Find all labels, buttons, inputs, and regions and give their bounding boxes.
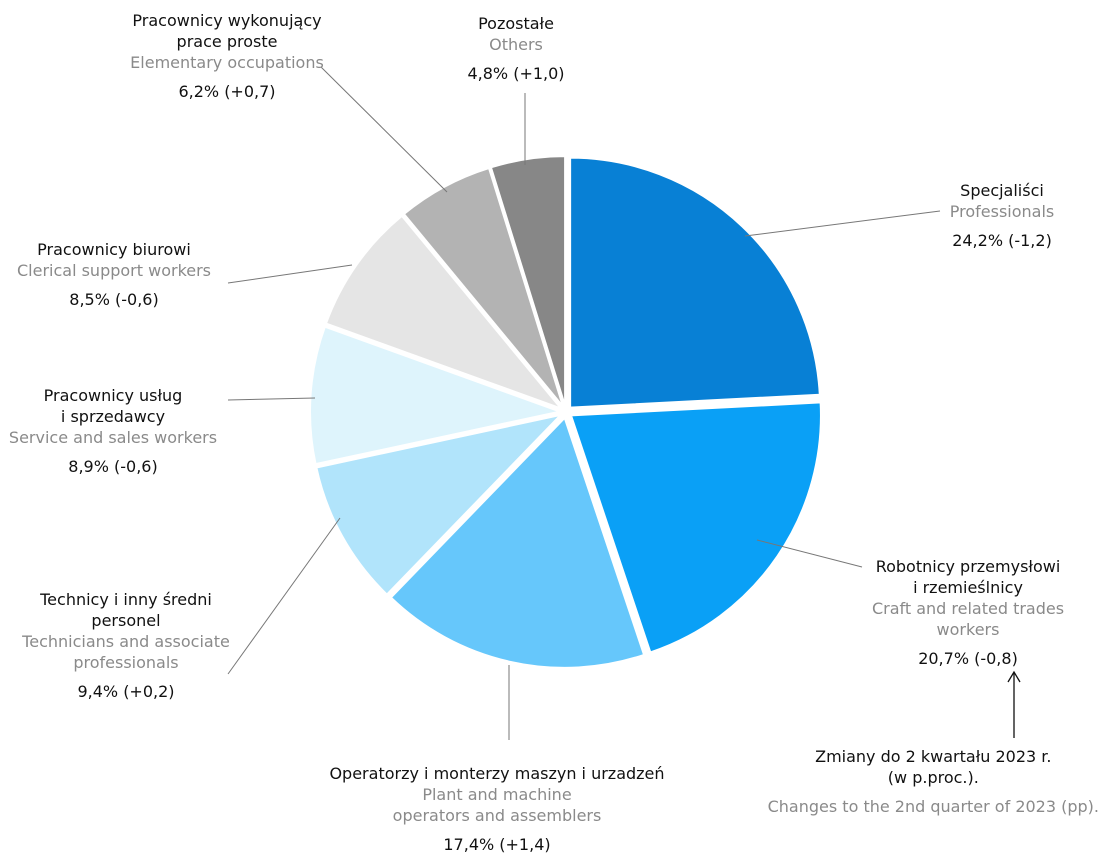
label-pozostale-pl: Pozostałe (478, 14, 554, 33)
label-biurowi-en: Clerical support workers (16, 261, 212, 280)
changes-note-en: Changes to the 2nd quarter of 2023 (pp). (767, 797, 1099, 816)
label-technicy: Technicy i inny średni personel Technici… (22, 589, 230, 702)
label-proste-pl-2: prace proste (176, 32, 278, 51)
label-operatorzy-en-1: Plant and machine (422, 785, 572, 804)
label-specjalisci-en: Professionals (949, 202, 1055, 221)
leader-line-technicy (227, 517, 341, 675)
label-proste-pl-1: Pracownicy wykonujący (132, 11, 322, 30)
label-uslugi-en: Service and sales workers (8, 428, 218, 447)
label-robotnicy-en-1: Craft and related trades (871, 599, 1065, 618)
label-biurowi-pl: Pracownicy biurowi (37, 240, 191, 259)
pie-slice-technicy (315, 413, 564, 596)
label-specjalisci-pl: Specjaliści (960, 181, 1044, 200)
label-robotnicy-pl-2: i rzemieślnicy (913, 578, 1023, 597)
leader-lines (227, 66, 941, 740)
label-operatorzy-en-2: operators and assemblers (392, 806, 602, 825)
label-operatorzy: Operatorzy i monterzy maszyn i urzadzeń … (329, 763, 664, 855)
label-uslugi-pl-1: Pracownicy usług (43, 386, 183, 405)
label-technicy-pl-2: personel (91, 611, 161, 630)
label-technicy-pl-1: Technicy i inny średni (40, 590, 212, 609)
label-proste-en: Elementary occupations (130, 53, 324, 72)
changes-note-pl-2: (w p.proc.). (887, 768, 979, 787)
leader-line-proste (320, 66, 448, 193)
pie-slices (309, 155, 822, 669)
pie-slice-robotnicy (569, 401, 822, 654)
changes-note: Zmiany do 2 kwartału 2023 r. (w p.proc.)… (768, 746, 1099, 817)
label-pozostale-value: 4,8% (+1,0) (467, 64, 565, 83)
label-uslugi-value: 8,9% (-0,6) (68, 457, 158, 476)
label-specjalisci-value: 24,2% (-1,2) (952, 231, 1052, 250)
label-robotnicy-value: 20,7% (-0,8) (918, 649, 1018, 668)
label-robotnicy: Robotnicy przemysłowi i rzemieślnicy Cra… (872, 556, 1064, 669)
label-robotnicy-en-2: workers (936, 620, 1000, 639)
changes-arrow (1007, 670, 1021, 738)
label-technicy-en-2: professionals (73, 653, 179, 672)
pie-slice-pozostale (489, 155, 567, 407)
label-technicy-value: 9,4% (+0,2) (77, 682, 175, 701)
label-biurowi: Pracownicy biurowi Clerical support work… (17, 239, 211, 310)
label-robotnicy-pl-1: Robotnicy przemysłowi (875, 557, 1061, 576)
label-proste: Pracownicy wykonujący prace proste Eleme… (130, 10, 324, 102)
pie-slice-specjalisci (569, 156, 821, 409)
pie-slice-biurowi (324, 214, 565, 411)
label-proste-value: 6,2% (+0,7) (178, 82, 276, 101)
pie-slice-uslugi (309, 325, 564, 466)
pie-slice-operatorzy (389, 415, 646, 669)
leader-line-specjalisci (744, 210, 941, 237)
label-pozostale-en: Others (489, 35, 543, 54)
label-specjalisci: Specjaliści Professionals 24,2% (-1,2) (950, 180, 1055, 251)
leader-line-robotnicy (756, 539, 863, 568)
pie-slice-proste (402, 166, 565, 408)
changes-note-pl-1: Zmiany do 2 kwartału 2023 r. (815, 747, 1052, 766)
label-pozostale: Pozostałe Others 4,8% (+1,0) (467, 13, 564, 84)
label-technicy-en-1: Technicians and associate (22, 632, 230, 651)
label-operatorzy-value: 17,4% (+1,4) (443, 835, 551, 854)
leader-line-biurowi (227, 264, 353, 284)
label-uslugi: Pracownicy usług i sprzedawcy Service an… (9, 385, 217, 477)
leader-line-uslugi (227, 397, 316, 401)
label-operatorzy-pl: Operatorzy i monterzy maszyn i urzadzeń (329, 764, 665, 783)
label-biurowi-value: 8,5% (-0,6) (69, 290, 159, 309)
label-uslugi-pl-2: i sprzedawcy (60, 407, 166, 426)
